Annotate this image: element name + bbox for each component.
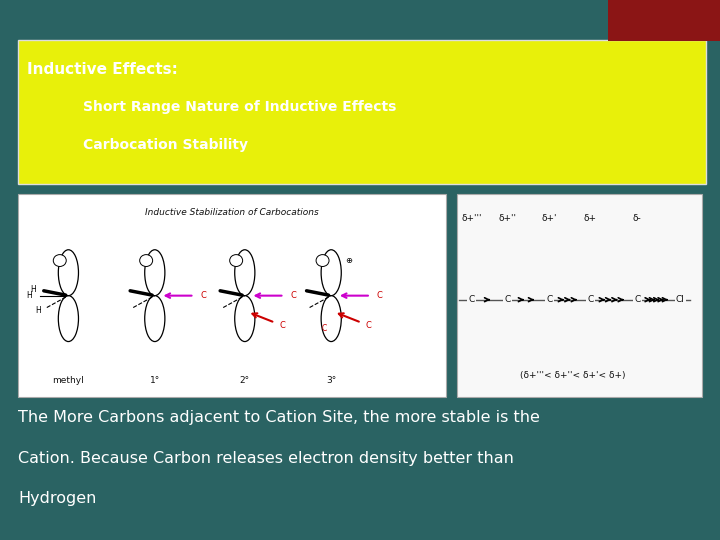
- Text: C: C: [505, 295, 510, 304]
- Text: H: H: [27, 291, 32, 300]
- Bar: [457, 194, 702, 397]
- Text: H: H: [35, 306, 41, 315]
- Ellipse shape: [321, 295, 341, 342]
- Bar: [608, 0, 720, 40]
- Text: Cation. Because Carbon releases electron density better than: Cation. Because Carbon releases electron…: [18, 451, 514, 466]
- Ellipse shape: [58, 295, 78, 342]
- Text: Hydrogen: Hydrogen: [18, 491, 96, 507]
- Bar: [18, 194, 446, 397]
- Text: H: H: [30, 285, 36, 294]
- Ellipse shape: [235, 295, 255, 342]
- Text: 3°: 3°: [326, 376, 336, 385]
- Text: ⊕: ⊕: [346, 256, 353, 265]
- Text: C: C: [279, 321, 285, 330]
- Bar: [18, 40, 706, 184]
- Text: δ+: δ+: [584, 214, 597, 223]
- Text: δ-: δ-: [633, 214, 642, 223]
- Text: Inductive Stabilization of Carbocations: Inductive Stabilization of Carbocations: [145, 208, 319, 217]
- Ellipse shape: [235, 249, 255, 295]
- Text: C: C: [290, 291, 296, 300]
- Text: C: C: [377, 291, 382, 300]
- Text: methyl: methyl: [53, 376, 84, 385]
- Text: (δ+'''< δ+''< δ+'< δ+): (δ+'''< δ+''< δ+'< δ+): [520, 371, 625, 380]
- Ellipse shape: [145, 249, 165, 295]
- Text: C: C: [634, 295, 640, 304]
- Text: 1°: 1°: [150, 376, 160, 385]
- Ellipse shape: [53, 254, 66, 266]
- Text: δ+': δ+': [541, 214, 557, 223]
- Ellipse shape: [316, 254, 329, 266]
- Ellipse shape: [321, 249, 341, 295]
- Text: Short Range Nature of Inductive Effects: Short Range Nature of Inductive Effects: [83, 100, 396, 114]
- Text: C: C: [200, 291, 206, 300]
- Ellipse shape: [140, 254, 153, 266]
- Ellipse shape: [145, 295, 165, 342]
- Text: δ+''': δ+''': [462, 214, 482, 223]
- Text: Carbocation Stability: Carbocation Stability: [83, 138, 248, 152]
- Text: C: C: [366, 321, 372, 330]
- Text: Inductive Effects:: Inductive Effects:: [27, 62, 179, 77]
- Text: δ+'': δ+'': [498, 214, 516, 223]
- Ellipse shape: [58, 249, 78, 295]
- Text: Cl: Cl: [676, 295, 685, 304]
- Text: 2°: 2°: [240, 376, 250, 385]
- Text: C: C: [469, 295, 474, 304]
- Text: C: C: [321, 323, 327, 333]
- Ellipse shape: [230, 254, 243, 266]
- Text: C: C: [588, 295, 593, 304]
- Text: The More Carbons adjacent to Cation Site, the more stable is the: The More Carbons adjacent to Cation Site…: [18, 410, 540, 426]
- Text: C: C: [546, 295, 552, 304]
